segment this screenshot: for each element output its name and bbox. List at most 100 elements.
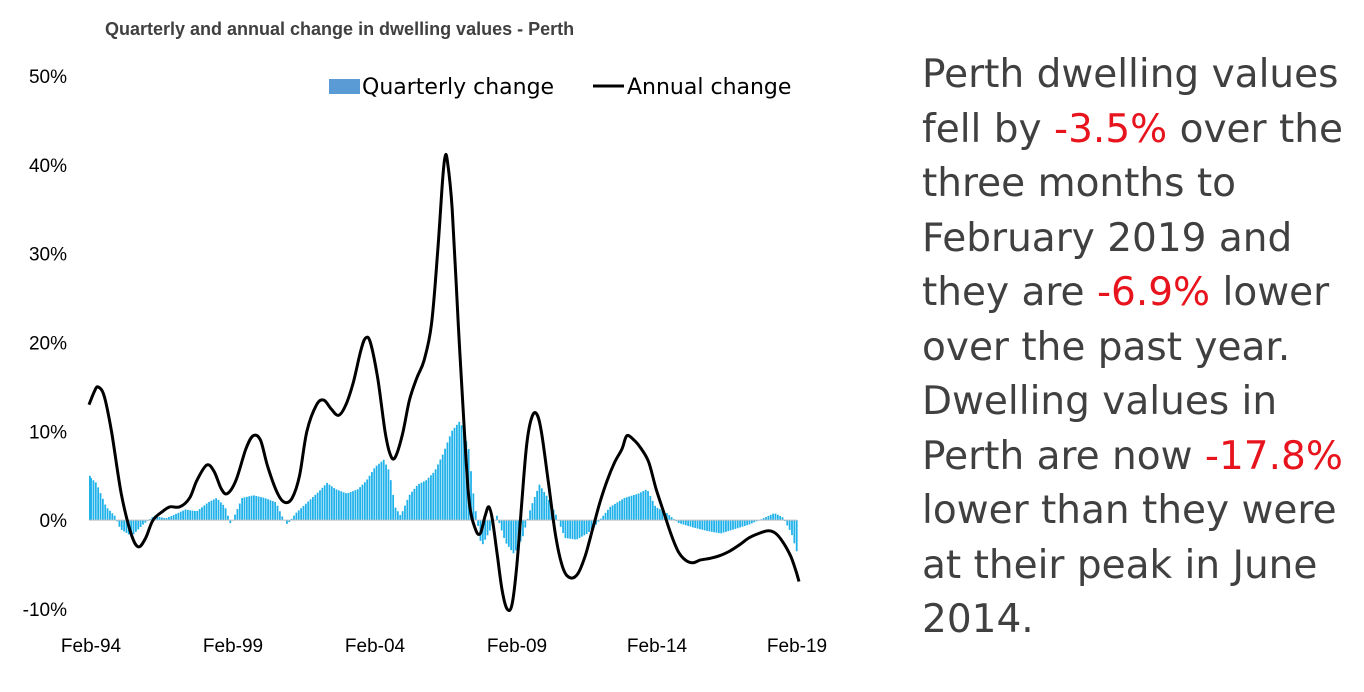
peak-change-value: -17.8%: [1204, 433, 1343, 479]
quarterly-bar: [540, 488, 543, 521]
quarterly-bar: [90, 478, 92, 521]
quarterly-bar: [111, 513, 114, 521]
commentary-part-1: Perth dwelling values fell by: [922, 52, 1339, 152]
quarterly-bar: [229, 520, 232, 524]
quarterly-bar: [779, 516, 782, 521]
quarterly-bar: [642, 491, 645, 521]
quarterly-bar: [212, 499, 215, 521]
quarterly-bar: [99, 493, 102, 521]
quarterly-bar: [713, 520, 715, 533]
quarterly-bar: [194, 510, 196, 521]
x-axis: Feb-94 Feb-99 Feb-04 Feb-09 Feb-14 Feb-19: [61, 636, 827, 657]
quarterly-bar: [597, 520, 600, 522]
quarterly-bar: [363, 482, 366, 521]
quarterly-bar: [699, 520, 701, 530]
commentary-text: Perth dwelling values fell by -3.5% over…: [922, 48, 1362, 648]
commentary-part-2: over the three months to February 2019 a…: [922, 106, 1343, 316]
quarterly-bar: [104, 504, 107, 521]
quarterly-bar: [201, 507, 203, 521]
quarterly-bar: [168, 517, 170, 521]
y-tick-label: 40%: [29, 156, 67, 177]
quarterly-bar: [453, 427, 456, 521]
quarterly-bar: [278, 511, 281, 521]
x-tick-label: Feb-14: [627, 636, 688, 657]
quarterly-bar: [793, 520, 796, 544]
y-tick-label: -10%: [23, 600, 67, 621]
quarterly-bar: [210, 500, 213, 521]
quarterly-bar: [630, 495, 633, 521]
quarterly-bar: [786, 520, 789, 526]
quarterly-bar: [314, 494, 317, 521]
quarterly-bar: [347, 492, 350, 521]
quarterly-bar: [503, 520, 505, 538]
quarterly-bar: [595, 520, 597, 525]
quarterly-bar: [217, 499, 220, 521]
quarterly-bar: [288, 520, 291, 523]
quarterly-bar: [691, 520, 694, 528]
quarterly-bar: [330, 486, 333, 521]
quarterly-bar: [753, 520, 756, 523]
quarterly-bar: [670, 517, 673, 521]
annual-change-line: [87, 152, 801, 612]
quarterly-bar: [668, 515, 671, 521]
quarterly-bar: [734, 520, 737, 529]
quarterly-bar: [463, 433, 465, 521]
quarterly-bar: [439, 459, 442, 521]
quarterly-bar: [496, 515, 498, 521]
quarterly-bar: [94, 482, 97, 521]
x-tick-label: Feb-94: [61, 636, 122, 657]
quarterly-bar: [319, 490, 321, 521]
quarterly-bar: [451, 430, 454, 521]
legend: Quarterly change Annual change: [329, 75, 791, 100]
quarterly-bar: [323, 485, 326, 521]
y-tick-label: 0%: [40, 511, 68, 532]
quarterly-bar: [300, 508, 302, 521]
quarterly-bar: [208, 501, 210, 521]
quarterly-bar: [470, 471, 472, 521]
quarterly-bar: [706, 520, 708, 531]
quarterly-bar: [498, 520, 501, 524]
quarterly-bar: [677, 520, 680, 523]
quarterly-bar: [576, 520, 579, 540]
quarterly-bar: [144, 520, 147, 523]
quarterly-change-value: -3.5%: [1054, 106, 1168, 152]
quarterly-bar: [219, 502, 222, 521]
quarterly-bar: [640, 492, 642, 521]
quarterly-bar: [179, 511, 182, 521]
quarterly-bar: [97, 487, 100, 521]
quarterly-bar: [267, 499, 269, 521]
quarterly-bar: [472, 493, 475, 521]
quarterly-bar: [486, 520, 489, 536]
quarterly-bar: [562, 520, 564, 533]
quarterly-bar: [271, 501, 274, 521]
quarterly-bar: [448, 436, 451, 521]
quarterly-bar: [616, 502, 619, 521]
quarterly-bar: [368, 475, 371, 521]
quarterly-bar: [356, 489, 359, 521]
quarterly-bar: [512, 520, 515, 554]
quarterly-bar: [774, 513, 777, 521]
quarterly-bar: [455, 424, 458, 521]
quarterly-bar: [328, 484, 331, 521]
quarterly-bar: [422, 481, 425, 521]
y-tick-label: 20%: [29, 334, 67, 355]
annual-change-value: -6.9%: [1096, 270, 1211, 315]
x-tick-label: Feb-99: [203, 636, 263, 657]
quarterly-bar: [120, 520, 123, 530]
quarterly-bar: [772, 513, 774, 521]
quarterly-bar: [524, 520, 527, 528]
quarterly-bar: [781, 517, 784, 521]
quarterly-bar: [205, 503, 208, 521]
quarterly-bar: [375, 465, 378, 521]
quarterly-bar: [776, 514, 779, 521]
legend-annual-label: Annual change: [627, 75, 791, 100]
quarterly-bar: [253, 495, 255, 521]
quarterly-bar: [290, 518, 293, 521]
quarterly-bar: [189, 510, 192, 521]
quarterly-bar: [378, 463, 380, 521]
quarterly-bar: [257, 496, 260, 521]
quarterly-bar: [661, 510, 664, 521]
quarterly-bar: [578, 520, 581, 538]
quarterly-bar: [625, 497, 628, 521]
quarterly-bar: [583, 520, 586, 536]
